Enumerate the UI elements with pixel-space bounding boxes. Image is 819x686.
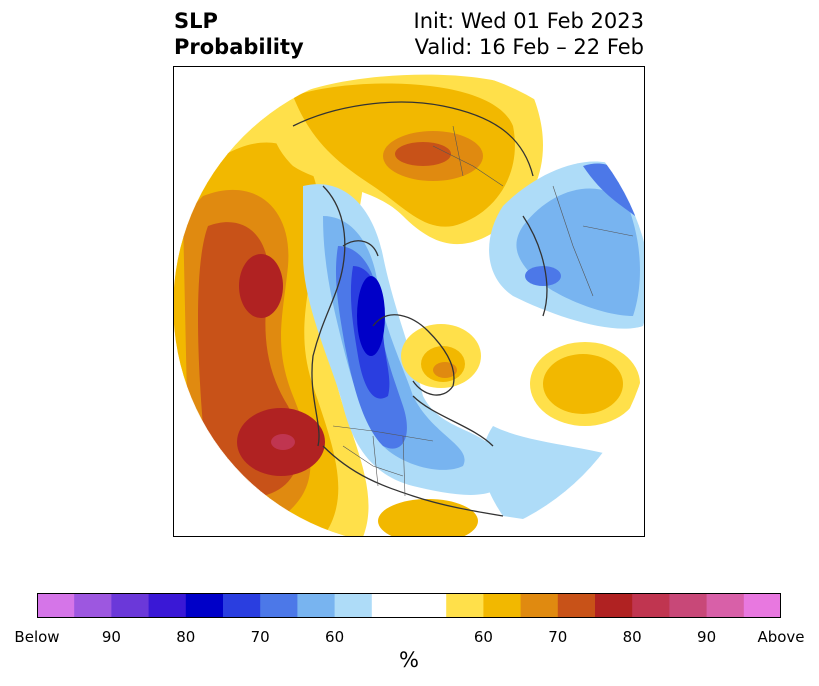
colorbar-tick-label: 70 [548,628,568,646]
colorbar-tick-label: 90 [101,628,121,646]
colorbar-swatch [669,593,708,618]
polar-map [173,66,645,537]
colorbar-swatch [260,593,298,618]
colorbar-swatch [520,593,559,618]
colorbar-swatch [37,593,75,618]
colorbar-tick-label: 80 [176,628,196,646]
colorbar-tick-label: 60 [473,628,493,646]
colorbar-tick-label: 60 [325,628,345,646]
colorbar-swatch [185,593,224,618]
colorbar-tick-label: Above [757,628,805,646]
title-line-slp: SLP [174,9,218,33]
colorbar-swatch [483,593,522,618]
colorbar-units: % [399,648,419,672]
valid-date: Valid: 16 Feb – 22 Feb [414,35,644,59]
colorbar-swatch [409,593,447,618]
colorbar-swatch [632,593,670,618]
title-line-probability: Probability [174,35,304,59]
colorbar-border [37,593,781,618]
country-borders [332,125,634,497]
chart-title-variable: SLP Probability [174,8,304,60]
probability-fill [173,66,645,537]
colorbar-tick-label: 90 [697,628,717,646]
map-svg [173,66,645,537]
chart-title-dates: Init: Wed 01 Feb 2023 Valid: 16 Feb – 22… [414,8,644,60]
colorbar-swatch [111,593,150,618]
colorbar-tick-label: Below [14,628,60,646]
colorbar-swatch [297,593,336,618]
colorbar-swatch [446,593,484,618]
colorbar-tick-label: 70 [250,628,270,646]
colorbar-swatch [223,593,261,618]
colorbar-svg [37,593,781,618]
colorbar-tick-label: 80 [622,628,642,646]
colorbar-swatch [706,593,745,618]
init-date: Init: Wed 01 Feb 2023 [413,9,644,33]
colorbar-swatch [557,593,596,618]
map-border [173,66,645,537]
colorbar-swatch [595,593,633,618]
colorbar-swatch [334,593,373,618]
coastlines [292,101,548,517]
colorbar-swatch [74,593,112,618]
colorbar-swatch [743,593,781,618]
colorbar-swatch [371,593,410,618]
colorbar-swatch [148,593,187,618]
colorbar [37,593,781,618]
